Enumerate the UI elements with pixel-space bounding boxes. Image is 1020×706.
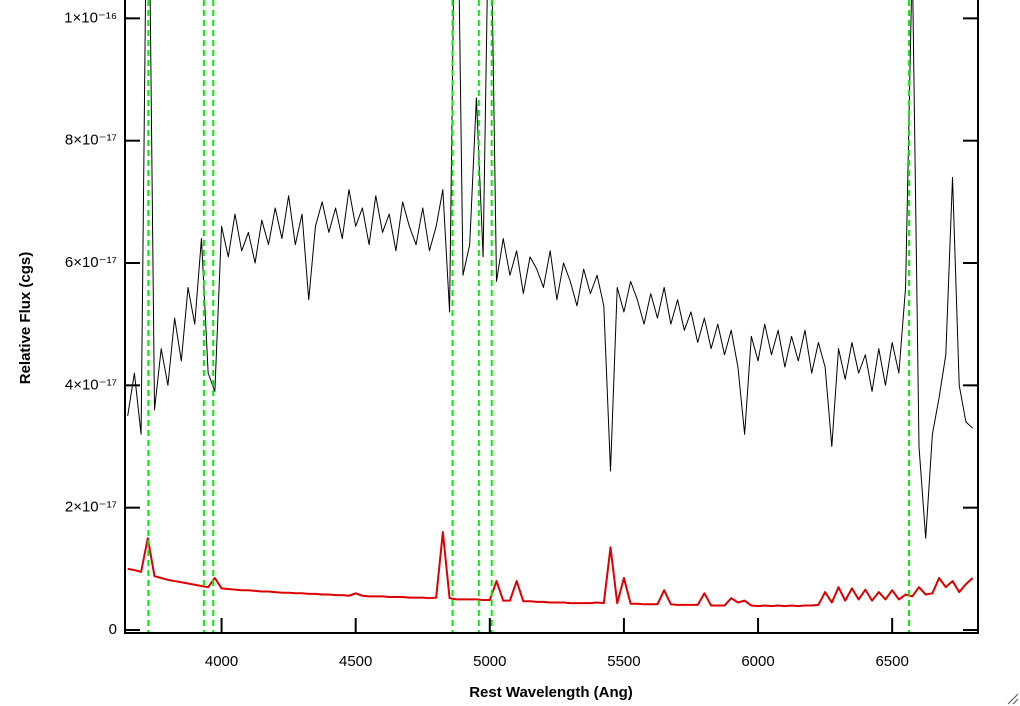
y-tick-label: 1×10⁻¹⁶ (64, 9, 117, 26)
y-tick-label: 4×10⁻¹⁷ (65, 376, 117, 393)
plot-area (127, 0, 974, 633)
y-tick-label: 6×10⁻¹⁷ (65, 254, 117, 271)
grip-line (1007, 693, 1019, 705)
x-tick-label: 4000 (205, 653, 238, 670)
x-tick-label: 6000 (741, 653, 774, 670)
spectrum-line (127, 531, 974, 608)
x-tick-label: 4500 (339, 653, 372, 670)
y-tick-label: 8×10⁻¹⁷ (65, 132, 117, 149)
x-tick-label: 5000 (473, 653, 506, 670)
x-tick-label: 5500 (607, 653, 640, 670)
spectrum-line (127, 0, 973, 539)
grip-line (1012, 698, 1019, 705)
x-axis-title: Rest Wavelength (Ang) (469, 684, 633, 701)
y-tick-label: 0 (109, 621, 117, 638)
resize-grip (1007, 693, 1019, 705)
x-tick-label: 6500 (875, 653, 908, 670)
y-tick-label: 2×10⁻¹⁷ (65, 499, 117, 516)
y-axis-title: Relative Flux (cgs) (17, 252, 34, 385)
